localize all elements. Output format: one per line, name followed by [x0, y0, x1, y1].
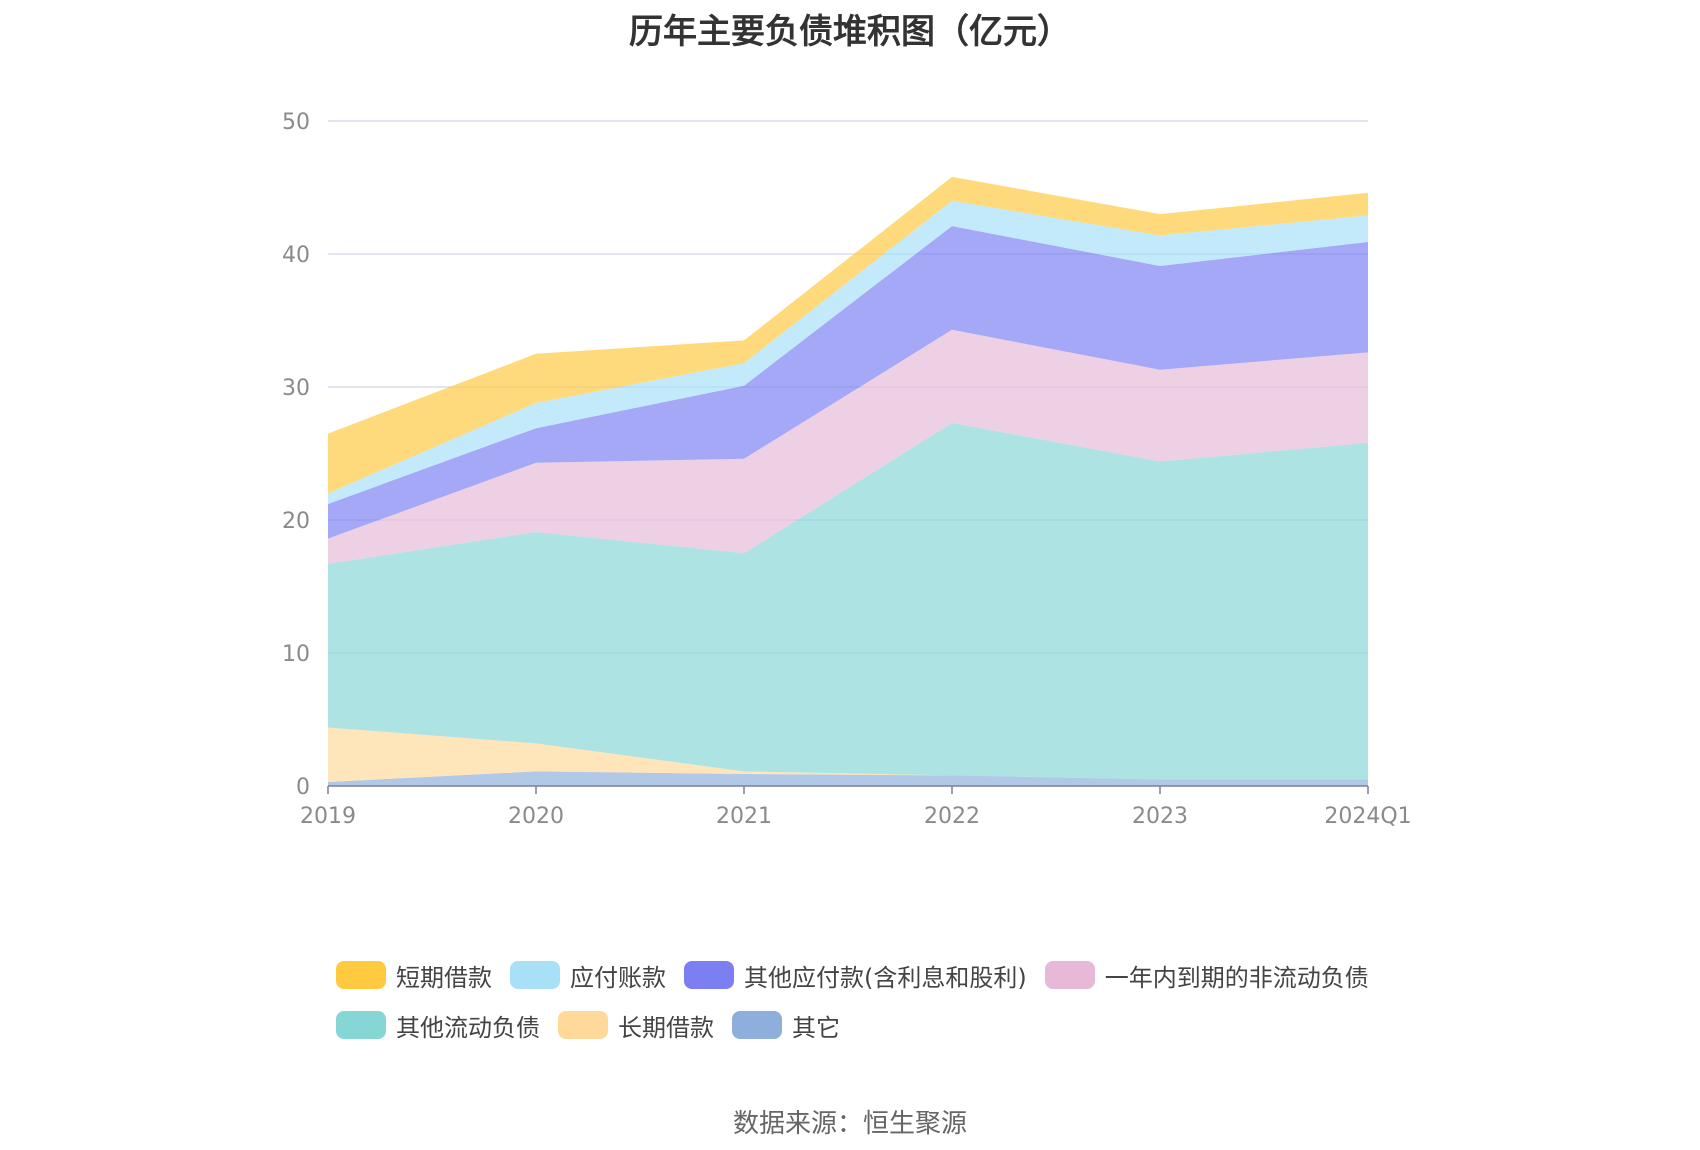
data-source: 数据来源：恒生聚源: [732, 1109, 967, 1139]
chart-legend: 短期借款 应付账款 其他应付款(含利息和股利) 一年内到期的非流动负债 其他流动…: [336, 950, 1436, 1050]
legend-swatch: [510, 961, 560, 989]
chart-title: 历年主要负债堆积图（亿元）: [629, 12, 1071, 52]
y-tick-label: 10: [282, 642, 310, 667]
legend-item[interactable]: 其他流动负债: [336, 1008, 540, 1043]
y-tick-label: 40: [282, 243, 310, 268]
legend-label: 一年内到期的非流动负债: [1104, 963, 1369, 992]
y-tick-label: 0: [296, 775, 310, 800]
legend-item[interactable]: 其它: [732, 1008, 840, 1043]
legend-swatch: [684, 961, 734, 989]
legend-label: 其他应付款(含利息和股利): [744, 963, 1027, 992]
y-tick-label: 20: [282, 509, 310, 534]
legend-label: 短期借款: [396, 963, 492, 992]
area-series: [328, 176, 1368, 786]
area-series-其它[interactable]: [328, 771, 1368, 786]
legend-swatch: [336, 1011, 386, 1039]
legend-swatch: [732, 1011, 782, 1039]
legend-row-2: 其他流动负债 长期借款 其它: [336, 1000, 1436, 1050]
area-series-短期借款[interactable]: [328, 176, 1368, 494]
legend-item[interactable]: 长期借款: [558, 1008, 714, 1043]
area-series-应付账款[interactable]: [328, 200, 1368, 505]
legend-label: 其他流动负债: [396, 1013, 540, 1042]
legend-swatch: [1044, 961, 1095, 989]
area-series-一年内到期的非流动负债[interactable]: [328, 329, 1368, 564]
stacked-area-chart: 0 10 20 30 40 50 2019 2020 2021 2022 2023 2024Q1: [282, 110, 1412, 829]
legend-item[interactable]: 其他应付款(含利息和股利): [684, 958, 1027, 993]
x-tick-label: 2020: [508, 804, 564, 829]
y-tick-label: 50: [282, 110, 310, 135]
legend-swatch: [558, 1011, 608, 1039]
x-tick-label: 2021: [716, 804, 772, 829]
legend-row-1: 短期借款 应付账款 其他应付款(含利息和股利) 一年内到期的非流动负债: [336, 950, 1436, 1000]
legend-swatch: [336, 961, 386, 989]
x-tick-label: 2023: [1132, 804, 1188, 829]
legend-item[interactable]: 一年内到期的非流动负债: [1044, 958, 1369, 993]
legend-label: 长期借款: [618, 1013, 714, 1042]
legend-label: 其它: [792, 1013, 840, 1042]
y-tick-label: 30: [282, 376, 310, 401]
x-tick-label: 2019: [300, 804, 356, 829]
legend-label: 应付账款: [570, 963, 666, 992]
legend-item[interactable]: 应付账款: [510, 958, 666, 993]
area-series-其他应付款(含利息和股利)[interactable]: [328, 226, 1368, 539]
x-tick-label: 2024Q1: [1324, 804, 1411, 829]
legend-item[interactable]: 短期借款: [336, 958, 492, 993]
axes: 0 10 20 30 40 50 2019 2020 2021 2022 2023 2024Q1: [282, 110, 1412, 829]
area-series-其他流动负债[interactable]: [328, 422, 1368, 780]
x-tick-label: 2022: [924, 804, 980, 829]
area-series-长期借款[interactable]: [328, 727, 1368, 783]
